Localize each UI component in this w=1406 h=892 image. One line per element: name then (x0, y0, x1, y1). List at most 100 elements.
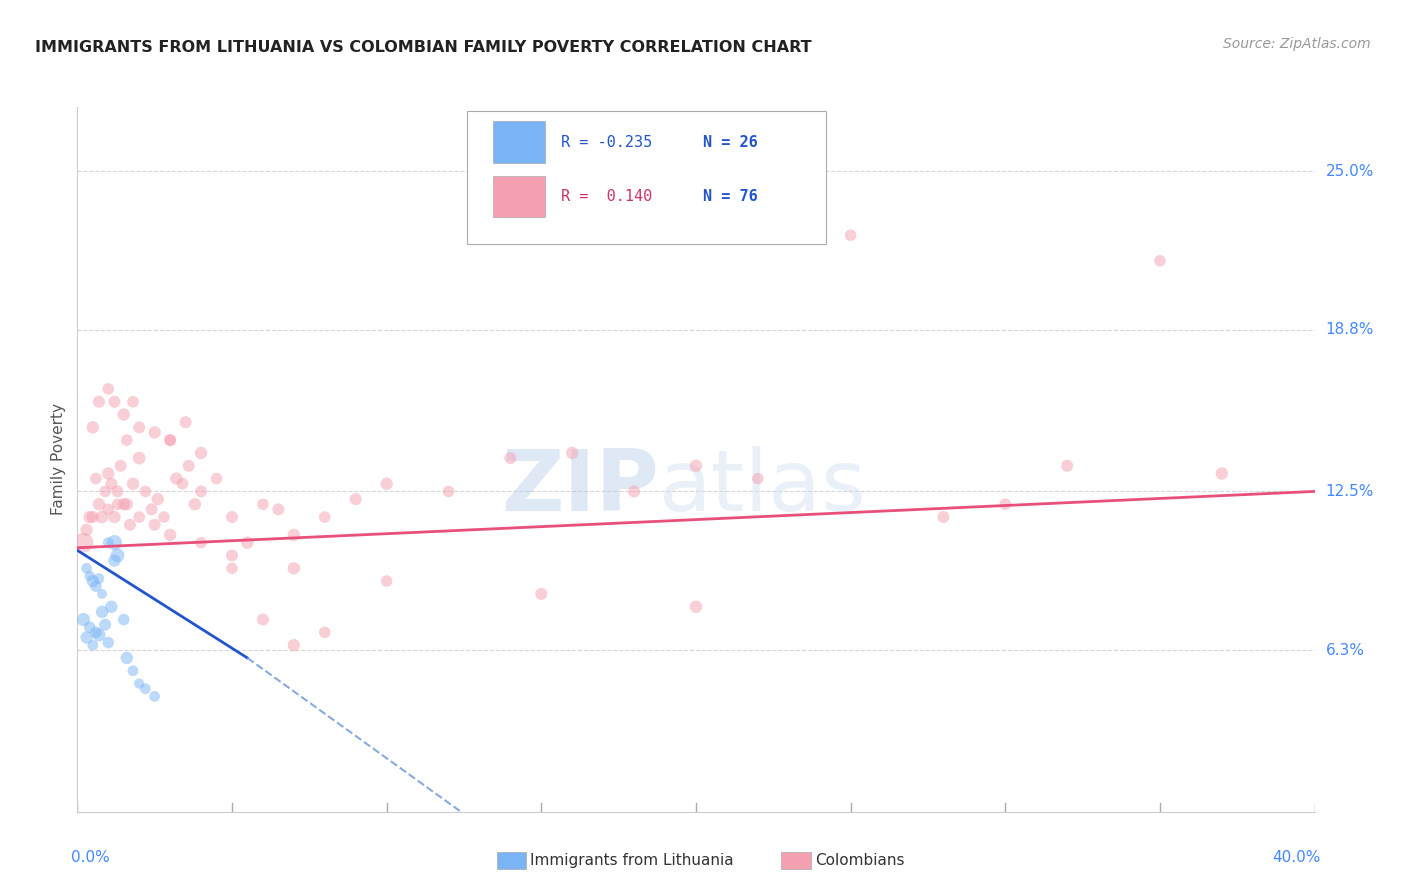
Point (79, 510, 101, 524)
FancyBboxPatch shape (494, 176, 546, 218)
Text: 6.3%: 6.3% (1326, 643, 1365, 657)
Point (221, 561, 243, 575)
Point (118, 517, 141, 532)
Point (128, 451, 150, 466)
Point (252, 497, 274, 511)
Point (314, 625, 336, 640)
Point (205, 472, 228, 486)
Point (172, 476, 194, 491)
Point (122, 394, 145, 409)
Point (685, 458, 707, 473)
Point (97, 535, 120, 549)
Point (344, 492, 367, 507)
Text: R =  0.140: R = 0.140 (561, 189, 652, 204)
Point (134, 681, 156, 696)
Text: atlas: atlas (659, 446, 868, 529)
Point (128, 420, 150, 434)
Point (190, 535, 212, 549)
Point (159, 528, 181, 542)
Point (994, 497, 1017, 511)
FancyBboxPatch shape (467, 111, 825, 244)
Point (283, 528, 305, 542)
Point (314, 510, 336, 524)
Text: 18.8%: 18.8% (1326, 323, 1374, 337)
Point (153, 510, 176, 524)
Point (87, 628, 110, 642)
Point (375, 574, 398, 588)
Point (76, 561, 98, 575)
Point (97, 382, 120, 396)
Text: N = 26: N = 26 (703, 135, 758, 150)
Text: IMMIGRANTS FROM LITHUANIA VS COLOMBIAN FAMILY POVERTY CORRELATION CHART: IMMIGRANTS FROM LITHUANIA VS COLOMBIAN F… (35, 40, 811, 55)
Point (84, 579, 107, 593)
Point (82, 638, 104, 652)
Point (437, 484, 460, 499)
Text: 25.0%: 25.0% (1326, 163, 1374, 178)
Point (159, 433, 181, 447)
Point (146, 492, 169, 507)
Point (1211, 467, 1233, 481)
Point (499, 451, 522, 466)
FancyBboxPatch shape (782, 852, 811, 869)
Point (87, 572, 110, 586)
Point (112, 408, 135, 422)
Point (79, 569, 101, 583)
Point (76, 523, 98, 537)
Text: Source: ZipAtlas.com: Source: ZipAtlas.com (1223, 37, 1371, 52)
Point (107, 484, 129, 499)
Text: Immigrants from Lithuania: Immigrants from Lithuania (530, 853, 734, 868)
Point (115, 433, 138, 447)
Point (143, 425, 166, 440)
Point (184, 497, 207, 511)
Point (122, 664, 145, 678)
Point (932, 510, 955, 524)
Point (94, 484, 117, 499)
Point (84, 472, 107, 486)
Point (177, 458, 200, 473)
FancyBboxPatch shape (494, 121, 546, 163)
Point (107, 497, 129, 511)
Point (100, 476, 122, 491)
Y-axis label: Family Poverty: Family Poverty (51, 403, 66, 516)
Point (134, 484, 156, 499)
Point (283, 638, 305, 652)
Point (1149, 253, 1171, 268)
Point (115, 497, 138, 511)
Point (82, 574, 104, 588)
Point (141, 502, 163, 516)
Point (530, 587, 553, 601)
Point (87, 394, 110, 409)
Point (112, 497, 135, 511)
Text: Colombians: Colombians (814, 853, 904, 868)
Point (839, 228, 862, 243)
FancyBboxPatch shape (496, 852, 526, 869)
Point (561, 446, 583, 460)
Point (76, 631, 98, 645)
Point (165, 472, 187, 486)
Point (747, 472, 769, 486)
Point (103, 510, 125, 524)
Text: 0.0%: 0.0% (72, 850, 110, 865)
Text: R = -0.235: R = -0.235 (561, 135, 652, 150)
Point (84, 625, 107, 640)
Text: ZIP: ZIP (501, 446, 659, 529)
Point (375, 476, 398, 491)
Point (283, 561, 305, 575)
Point (82, 510, 104, 524)
Point (100, 599, 122, 614)
Point (91, 587, 114, 601)
Point (79, 620, 101, 634)
Point (685, 599, 707, 614)
Point (82, 420, 104, 434)
Point (174, 415, 197, 429)
Point (72, 535, 94, 549)
Point (103, 535, 125, 549)
Point (128, 676, 150, 690)
Point (103, 553, 125, 567)
Point (97, 635, 120, 649)
Point (267, 502, 290, 516)
Point (97, 502, 120, 516)
Point (128, 510, 150, 524)
Point (623, 484, 645, 499)
Point (107, 549, 129, 563)
